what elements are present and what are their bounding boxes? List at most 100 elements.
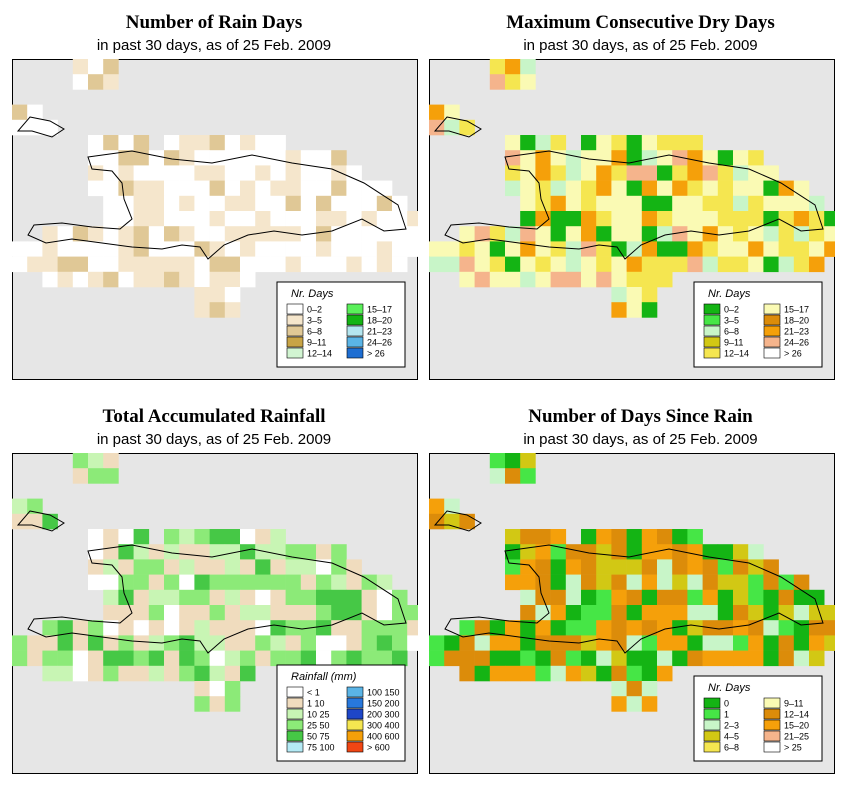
grid-cell <box>240 665 256 682</box>
grid-cell <box>209 180 226 197</box>
grid-cell <box>148 544 165 560</box>
grid-cell <box>148 559 165 575</box>
grid-cell <box>194 165 210 181</box>
grid-cell <box>717 559 734 575</box>
grid-cell <box>194 287 210 303</box>
grid-cell <box>626 681 643 697</box>
grid-cell <box>103 150 119 166</box>
grid-cell <box>194 150 210 166</box>
grid-cell <box>581 620 597 636</box>
grid-cell <box>748 544 764 560</box>
legend-swatch <box>763 303 781 315</box>
grid-cell <box>331 574 347 591</box>
legend-label: > 25 <box>784 743 802 753</box>
grid-cell <box>672 135 688 151</box>
grid-cell <box>444 513 460 530</box>
legend-label: 0–2 <box>307 305 322 315</box>
grid-cell <box>657 165 673 181</box>
grid-cell <box>505 468 521 484</box>
grid-cell <box>657 620 673 636</box>
grid-cell <box>641 650 658 667</box>
grid-cell <box>133 165 150 181</box>
grid-cell <box>641 135 658 151</box>
grid-cell <box>687 241 703 257</box>
grid-cell <box>733 226 749 242</box>
grid-cell <box>224 665 241 682</box>
legend-label: 15–17 <box>784 305 809 315</box>
coastline <box>433 116 824 260</box>
grid-cell <box>57 635 74 651</box>
grid-cell <box>596 650 612 667</box>
panel-subtitle: in past 30 days, as of 25 Feb. 2009 <box>96 431 332 448</box>
grid-cell <box>376 635 393 651</box>
legend-swatch <box>763 697 781 709</box>
grid-cell <box>429 256 445 273</box>
grid-cell <box>346 589 362 606</box>
grid-cell <box>133 529 150 545</box>
grid-cell <box>12 498 28 515</box>
grid-cell <box>641 529 658 545</box>
grid-cell <box>194 696 210 712</box>
grid-cell <box>118 271 134 288</box>
legend-label: 24–26 <box>784 338 809 348</box>
grid-cell <box>717 589 734 606</box>
grid-cell <box>209 287 226 303</box>
legend-label: 12–14 <box>307 349 332 359</box>
legend-swatch <box>286 708 304 720</box>
grid-cell <box>285 559 302 575</box>
grid-cell <box>316 211 332 227</box>
legend-label: 6–8 <box>307 327 322 337</box>
grid-cell <box>596 195 612 212</box>
grid-cell <box>164 150 180 166</box>
grid-cell <box>316 165 332 181</box>
grid-cell <box>581 165 597 181</box>
grid-cell <box>520 211 536 227</box>
grid-cell <box>550 256 567 273</box>
grid-cell <box>88 650 104 667</box>
legend-swatch <box>763 741 781 753</box>
grid-cell <box>331 241 347 257</box>
grid-cell <box>641 620 658 636</box>
grid-cell <box>209 605 226 621</box>
grid-cell <box>550 605 567 621</box>
grid-cell <box>316 241 332 257</box>
grid-cell <box>809 241 825 257</box>
grid-cell <box>148 195 165 212</box>
grid-cell <box>164 529 180 545</box>
legend-title: Nr. Days <box>708 682 751 694</box>
legend-swatch <box>763 336 781 348</box>
grid-cell <box>550 650 567 667</box>
grid-cell <box>148 150 165 166</box>
grid-cell <box>550 589 567 606</box>
grid-cell <box>581 195 597 212</box>
grid-cell <box>611 195 627 212</box>
grid-cell <box>285 589 302 606</box>
grid-cell <box>733 589 749 606</box>
grid-cell <box>88 241 104 257</box>
grid-cell <box>88 529 104 545</box>
grid-cell <box>687 605 703 621</box>
grid-cell <box>148 211 165 227</box>
grid-cell <box>429 241 445 257</box>
grid-cell <box>702 165 719 181</box>
grid-cell <box>300 650 317 667</box>
grid-cell <box>300 150 317 166</box>
grid-cell <box>224 681 241 697</box>
grid-cell <box>194 195 210 212</box>
grid-cell <box>550 635 567 651</box>
grid-cell <box>733 605 749 621</box>
grid-cell <box>672 559 688 575</box>
grid-cell <box>361 256 378 273</box>
grid-cell <box>505 574 521 591</box>
grid-cell <box>72 256 89 273</box>
grid-cell <box>240 650 256 667</box>
grid-cell <box>316 589 332 606</box>
grid-cell <box>376 605 393 621</box>
panel-days-since-rain: Number of Days Since Rain in past 30 day… <box>428 396 853 793</box>
grid-cell <box>88 468 104 484</box>
legend-label: 18–20 <box>784 316 809 326</box>
grid-cell <box>255 135 271 151</box>
grid-cell <box>361 195 378 212</box>
grid-cell <box>733 165 749 181</box>
grid-cell <box>778 256 795 273</box>
